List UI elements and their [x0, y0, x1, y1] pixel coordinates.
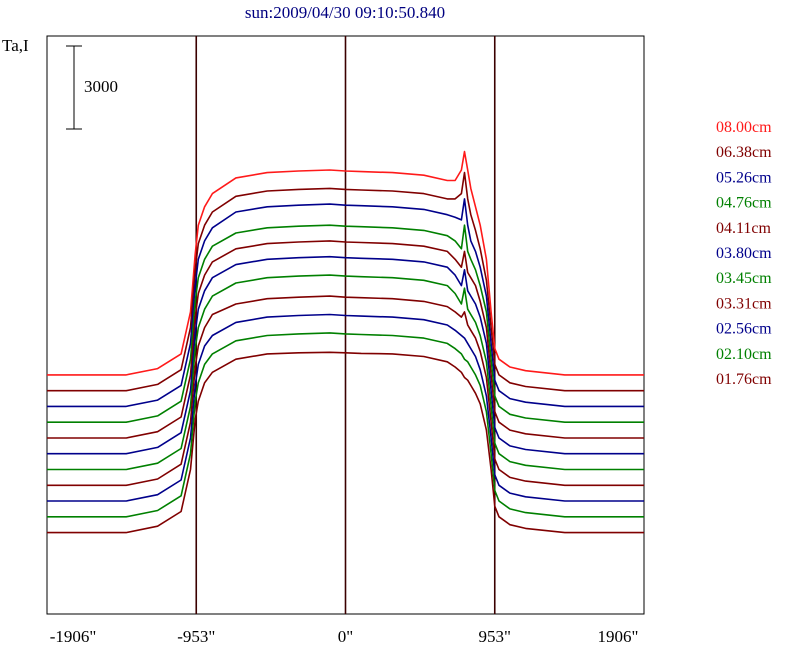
legend-entry: 08.00cm	[716, 119, 772, 136]
series-line-02.56cm	[47, 313, 644, 502]
series-line-05.26cm	[47, 198, 644, 408]
series-line-08.00cm	[47, 150, 644, 376]
x-tick-label: -953"	[177, 627, 215, 646]
scale-bar-label: 3000	[84, 77, 118, 96]
series-line-04.11cm	[47, 240, 644, 439]
series-line-02.10cm	[47, 332, 644, 518]
scale-bar: 3000	[66, 45, 118, 130]
series-line-01.76cm	[47, 351, 644, 534]
legend: 08.00cm 06.38cm 05.26cm 04.76cm 04.11cm 03.80…	[716, 119, 772, 388]
x-tick-label: 0"	[338, 627, 353, 646]
series-line-04.76cm	[47, 224, 644, 423]
legend-entry: 03.45cm	[716, 270, 772, 287]
legend-entry: 03.80cm	[716, 245, 772, 262]
legend-entry: 01.76cm	[716, 371, 772, 388]
vertical-reference-lines	[195, 36, 496, 614]
legend-entry: 03.31cm	[716, 295, 772, 312]
x-tick-label: -1906"	[50, 627, 97, 646]
legend-entry: 02.10cm	[716, 346, 772, 363]
series-line-06.38cm	[47, 171, 644, 392]
legend-entry: 02.56cm	[716, 321, 772, 338]
x-tick-label: 1906"	[598, 627, 639, 646]
y-axis-label: Ta,I	[2, 36, 29, 55]
series-line-03.80cm	[47, 255, 644, 455]
chart-title: sun:2009/04/30 09:10:50.840	[245, 3, 445, 22]
series-layer	[47, 150, 644, 534]
x-tick-labels: -1906" -953" 0" 953" 1906"	[50, 627, 639, 646]
legend-entry: 06.38cm	[716, 144, 772, 161]
legend-entry: 04.76cm	[716, 195, 772, 212]
series-line-03.45cm	[47, 274, 644, 471]
series-line-03.31cm	[47, 295, 644, 487]
legend-entry: 04.11cm	[716, 220, 772, 237]
x-tick-label: 953"	[479, 627, 511, 646]
legend-entry: 05.26cm	[716, 169, 772, 186]
